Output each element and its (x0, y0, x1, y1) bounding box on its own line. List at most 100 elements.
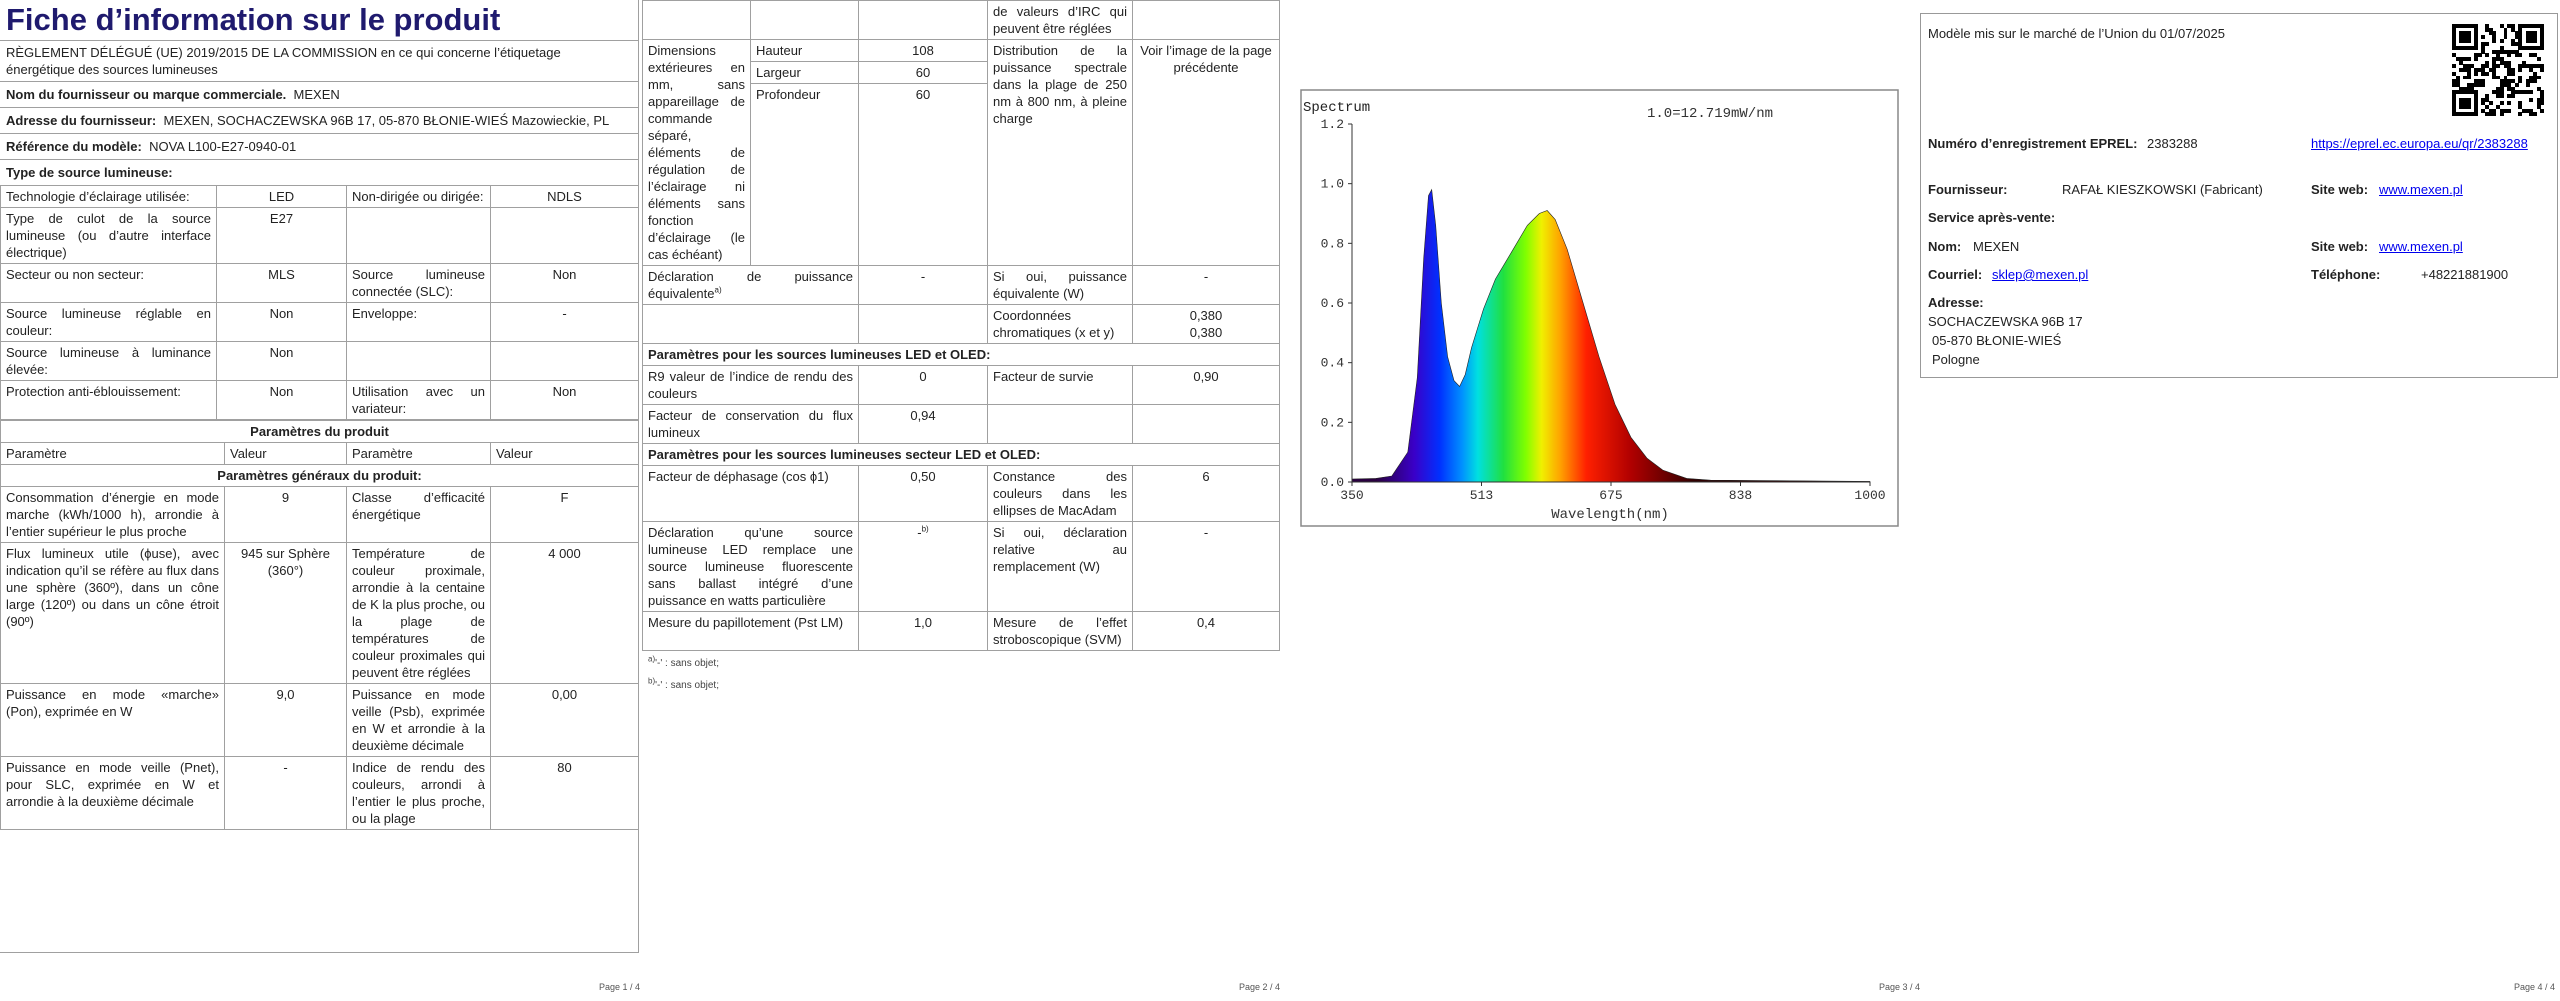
value-cell: 0,94 (858, 404, 988, 444)
qr-module (2496, 86, 2501, 91)
info-row: Nom du fournisseur ou marque commerciale… (0, 82, 638, 108)
qr-module (2521, 60, 2526, 65)
qr-module (2499, 60, 2504, 65)
page-footer: Page 2 / 4 (1238, 982, 1280, 992)
param-cell: Mesure de l’effet stroboscopique (SVM) (987, 611, 1133, 651)
qr-module (2463, 64, 2467, 69)
info-row: Adresse du fournisseur: MEXEN, SOCHACZEW… (0, 108, 638, 134)
qr-module (2532, 64, 2537, 69)
table-row: Facteur de conservation du flux lumineux… (642, 404, 1280, 444)
qr-module (2518, 53, 2523, 58)
qr-module (2540, 93, 2545, 98)
header-cell: Valeur (224, 442, 347, 465)
qr-module (2466, 82, 2471, 87)
qr-module (2463, 57, 2467, 62)
qr-module (2463, 86, 2467, 91)
qr-module (2540, 46, 2545, 51)
qr-module (2529, 97, 2534, 102)
page-3: 0.0 0.2 0.4 0.6 0.8 1.0 1.2 350 513 675 838 1000 Spe… (1300, 89, 1899, 527)
param-cell: Déclaration de puissance équivalentea) (642, 265, 859, 305)
field-label: Site web: (2311, 239, 2369, 254)
qr-module (2492, 75, 2497, 80)
param-cell: Facteur de survie (987, 365, 1133, 405)
qr-module (2536, 86, 2541, 91)
qr-module (2529, 68, 2534, 73)
qr-module (2463, 31, 2467, 36)
y-tick-label: 0.2 (1321, 415, 1344, 430)
table-row: Déclaration qu’une source lumineuse LED … (642, 521, 1280, 612)
qr-module (2507, 53, 2512, 58)
y-tick-label: 0.6 (1321, 296, 1344, 311)
section-heading: Paramètres pour les sources lumineuses L… (642, 343, 1280, 366)
empty-cell (1132, 0, 1280, 40)
qr-module (2525, 38, 2530, 43)
qr-module (2488, 108, 2493, 113)
value-cell: LED (216, 185, 347, 208)
qr-module (2499, 112, 2504, 117)
qr-module (2466, 31, 2471, 36)
qr-module (2492, 35, 2497, 39)
table-row: Source lumineuse réglable en couleur: Non… (0, 302, 638, 342)
value-cell: MLS (216, 263, 347, 303)
params-table: de valeurs d’IRC qui peuvent être réglée… (642, 0, 1280, 651)
qr-module (2503, 108, 2508, 113)
header-cell: Paramètre (0, 442, 225, 465)
web-link[interactable]: www.mexen.pl (2379, 182, 2463, 197)
qr-module (2536, 57, 2541, 62)
qr-module (2525, 24, 2530, 28)
param-cell: Facteur de conservation du flux lumineux (642, 404, 859, 444)
param-cell: Température de couleur proximale, arrond… (346, 542, 491, 684)
table-row: Consommation d’énergie en mode marche (k… (0, 486, 638, 543)
qr-module (2518, 64, 2523, 69)
section-heading: Paramètres pour les sources lumineuses s… (642, 443, 1280, 466)
y-tick-label: 0.8 (1321, 236, 1344, 251)
qr-module (2492, 60, 2497, 65)
field-label: Téléphone: (2311, 267, 2381, 282)
field-label: Numéro d’enregistrement EPREL: (1928, 136, 2138, 151)
param-cell: Utilisation avec un variateur: (346, 380, 491, 420)
qr-module (2507, 79, 2512, 84)
regulation: RÈGLEMENT DÉLÉGUÉ (UE) 2019/2015 DE LA C… (0, 41, 638, 82)
footnote: a)'-' : sans objet; (648, 653, 1276, 675)
y-tick-label: 0.4 (1321, 356, 1345, 371)
value-cell: 0,4 (1132, 611, 1280, 651)
qr-module (2510, 38, 2515, 43)
qr-module (2518, 79, 2523, 84)
qr-module (2525, 64, 2530, 69)
param-cell: Distribution de la puissance spectrale d… (987, 39, 1133, 266)
qr-module (2474, 38, 2479, 43)
qr-module (2455, 112, 2460, 117)
web-link[interactable]: www.mexen.pl (2379, 239, 2463, 254)
param-cell: Profondeur (750, 83, 859, 266)
eprel-link[interactable]: https://eprel.ec.europa.eu/qr/2383288 (2311, 136, 2528, 151)
value-cell: 60 (858, 61, 988, 84)
header-cell: Valeur (489, 442, 638, 465)
qr-module (2463, 90, 2467, 95)
qr-module (2518, 35, 2523, 39)
qr-module (2452, 79, 2456, 84)
email-link[interactable]: sklep@mexen.pl (1992, 267, 2089, 282)
qr-module (2452, 101, 2456, 106)
qr-module (2466, 68, 2471, 73)
field-value: +48221881900 (2421, 267, 2509, 282)
qr-module (2540, 31, 2545, 36)
qr-module (2503, 64, 2508, 69)
qr-module (2466, 97, 2471, 102)
qr-module (2474, 71, 2479, 76)
table-row: Paramètres du produit (0, 420, 638, 443)
qr-module (2474, 68, 2479, 73)
qr-module (2529, 79, 2534, 84)
field-label: Nom: (1928, 239, 1962, 254)
qr-module (2496, 57, 2501, 62)
value-cell: 80 (489, 756, 638, 830)
table-row: R9 valeur de l’indice de rendu des coule… (642, 365, 1280, 405)
param-cell: Consommation d’énergie en mode marche (k… (0, 486, 225, 543)
table-row: Profondeur 60 (643, 83, 1280, 266)
info-label: Adresse du fournisseur: (6, 113, 157, 128)
param-cell: Secteur ou non secteur: (0, 263, 217, 303)
table-row: Facteur de déphasage (cos ϕ1) 0,50 Constan… (642, 465, 1280, 522)
param-cell: Déclaration qu’une source lumineuse LED … (642, 521, 859, 612)
qr-module (2518, 27, 2523, 32)
qr-module (2452, 112, 2456, 117)
qr-module (2466, 35, 2471, 39)
